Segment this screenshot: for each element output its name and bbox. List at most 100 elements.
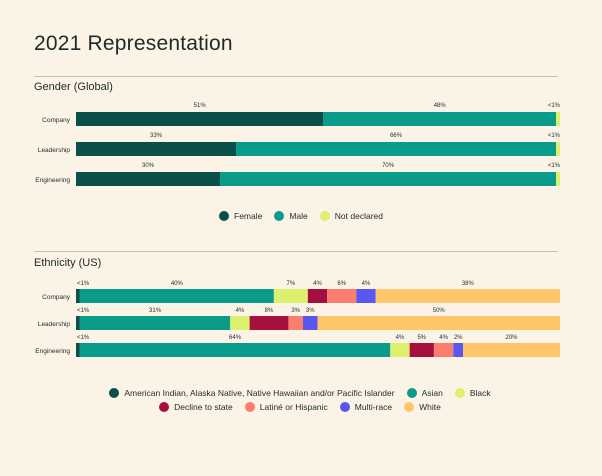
gender-legend-item-not-declared: Not declared	[319, 211, 383, 221]
ethnicity-data-label-leadership-multi-race: 3%	[306, 308, 315, 314]
gender-legend-swatch	[219, 211, 229, 221]
ethnicity-legend-label: Decline to state	[174, 402, 233, 412]
gender-data-label-leadership-male: 66%	[390, 133, 403, 139]
gender-legend-swatch	[319, 211, 330, 221]
gender-category-label-engineering: Engineering	[35, 177, 70, 184]
ethnicity-legend-item-american-indian-alaska-native-native-hawaiian-and-or-pacific-islander: American Indian, Alaska Native, Native H…	[109, 388, 395, 398]
ethnicity-data-label-company-black: 7%	[287, 281, 296, 287]
ethnicity-data-label-leadership-white: 50%	[433, 308, 446, 314]
ethnicity-data-label-company-asian: 40%	[171, 281, 184, 287]
ethnicity-legend-item-black: Black	[454, 388, 491, 398]
ethnicity-legend-swatch	[406, 388, 417, 398]
ethnicity-bar-engineering-decline-to-state	[409, 343, 434, 357]
ethnicity-bar-company-black	[273, 289, 308, 303]
ethnicity-bar-company-decline-to-state	[307, 289, 328, 303]
gender-legend-label: Male	[289, 211, 308, 221]
gender-data-label-engineering-not-declared: <1%	[548, 163, 561, 169]
gender-category-label-leadership: Leadership	[38, 147, 71, 154]
ethnicity-legend-swatch	[244, 402, 255, 412]
ethnicity-bar-leadership-black	[230, 316, 250, 330]
gender-bar-company-male	[323, 112, 557, 126]
ethnicity-data-label-company-white: 38%	[462, 281, 475, 287]
divider-ethnicity	[34, 251, 558, 252]
ethnicity-data-label-engineering-american-indian-alaska-native-native-hawaiian-and-or-pacific-islander: <1%	[77, 335, 90, 341]
gender-legend: Female Male Not declared	[0, 211, 602, 221]
gender-chart: Company 51% 48% <1% Leadership 33% 66% <1% Engin…	[35, 103, 561, 186]
gender-bar-engineering-male	[220, 172, 557, 186]
ethnicity-legend-label: Latiné or Hispanic	[259, 402, 328, 412]
ethnicity-legend-label: American Indian, Alaska Native, Native H…	[124, 388, 395, 398]
ethnicity-legend-item-asian: Asian	[406, 388, 443, 398]
ethnicity-legend-item-latin-or-hispanic: Latiné or Hispanic	[244, 402, 328, 412]
gender-bar-leadership-not-declared	[556, 142, 560, 156]
gender-bar-engineering-female	[76, 172, 221, 186]
ethnicity-bar-engineering-multi-race	[453, 343, 464, 357]
ethnicity-data-label-engineering-decline-to-state: 5%	[417, 335, 426, 341]
ethnicity-bar-company-asian	[79, 289, 274, 303]
ethnicity-bar-leadership-decline-to-state	[249, 316, 289, 330]
gender-legend-item-female: Female	[219, 211, 262, 221]
ethnicity-legend-swatch	[159, 402, 170, 412]
ethnicity-legend-label: Black	[469, 388, 491, 398]
ethnicity-category-label-company: Company	[42, 294, 71, 301]
ethnicity-legend-label: Multi-race	[354, 402, 393, 412]
ethnicity-bar-company-latin-or-hispanic	[327, 289, 357, 303]
gender-chart-title: Gender (Global)	[34, 81, 113, 93]
ethnicity-data-label-company-american-indian-alaska-native-native-hawaiian-and-or-pacific-islander: <1%	[77, 281, 90, 287]
ethnicity-bar-leadership-white	[317, 316, 560, 330]
ethnicity-bar-leadership-latin-or-hispanic	[288, 316, 303, 330]
ethnicity-legend-swatch	[339, 402, 350, 412]
gender-data-label-leadership-female: 33%	[150, 133, 163, 139]
gender-data-label-leadership-not-declared: <1%	[548, 133, 561, 139]
ethnicity-data-label-company-latin-or-hispanic: 6%	[337, 281, 346, 287]
ethnicity-data-label-company-multi-race: 4%	[362, 281, 371, 287]
gender-bar-company-not-declared	[556, 112, 560, 126]
gender-bar-leadership-male	[236, 142, 557, 156]
ethnicity-category-label-engineering: Engineering	[35, 348, 70, 355]
gender-legend-label: Female	[234, 211, 263, 221]
ethnicity-category-label-leadership: Leadership	[38, 321, 71, 328]
ethnicity-bar-engineering-american-indian-alaska-native-native-hawaiian-and-or-pacific-islander	[76, 343, 80, 357]
ethnicity-bar-company-american-indian-alaska-native-native-hawaiian-and-or-pacific-islander	[76, 289, 80, 303]
gender-data-label-company-female: 51%	[194, 103, 207, 109]
ethnicity-data-label-engineering-latin-or-hispanic: 4%	[439, 335, 448, 341]
ethnicity-legend-label: White	[419, 402, 441, 412]
ethnicity-data-label-leadership-asian: 31%	[149, 308, 162, 314]
gender-bar-engineering-not-declared	[556, 172, 560, 186]
ethnicity-legend-swatch	[109, 388, 120, 398]
ethnicity-bar-leadership-multi-race	[302, 316, 318, 330]
ethnicity-bar-engineering-black	[390, 343, 410, 357]
ethnicity-legend-item-white: White	[404, 402, 441, 412]
ethnicity-data-label-leadership-latin-or-hispanic: 3%	[291, 308, 300, 314]
gender-bar-company-female	[76, 112, 324, 126]
ethnicity-chart: Company <1% 40% 7% 4% 6% 4% 38% Leadership <1% 31%…	[35, 281, 560, 357]
ethnicity-data-label-engineering-asian: 64%	[229, 335, 242, 341]
ethnicity-bar-company-white	[375, 289, 560, 303]
ethnicity-bar-engineering-latin-or-hispanic	[433, 343, 454, 357]
ethnicity-bar-leadership-american-indian-alaska-native-native-hawaiian-and-or-pacific-islander	[76, 316, 80, 330]
ethnicity-legend-item-decline-to-state: Decline to state	[159, 402, 233, 412]
divider-gender	[34, 76, 558, 77]
ethnicity-bar-engineering-white	[463, 343, 560, 357]
gender-legend-swatch	[274, 211, 285, 221]
ethnicity-data-label-leadership-american-indian-alaska-native-native-hawaiian-and-or-pacific-islander: <1%	[77, 308, 90, 314]
gender-category-label-company: Company	[42, 117, 71, 124]
gender-data-label-company-not-declared: <1%	[548, 103, 561, 109]
ethnicity-legend-item-multi-race: Multi-race	[339, 402, 393, 412]
ethnicity-data-label-engineering-black: 4%	[396, 335, 405, 341]
ethnicity-data-label-leadership-decline-to-state: 8%	[265, 308, 274, 314]
ethnicity-bar-company-multi-race	[356, 289, 376, 303]
gender-legend-item-male: Male	[274, 211, 308, 221]
ethnicity-legend: American Indian, Alaska Native, Native H…	[70, 388, 530, 412]
ethnicity-chart-title: Ethnicity (US)	[34, 257, 102, 269]
ethnicity-data-label-engineering-multi-race: 2%	[454, 335, 463, 341]
ethnicity-data-label-company-decline-to-state: 4%	[313, 281, 322, 287]
gender-data-label-company-male: 48%	[434, 103, 447, 109]
ethnicity-data-label-leadership-black: 4%	[236, 308, 245, 314]
page-title: 2021 Representation	[34, 32, 233, 55]
gender-data-label-engineering-female: 30%	[142, 163, 155, 169]
ethnicity-bar-engineering-asian	[79, 343, 391, 357]
ethnicity-data-label-engineering-white: 20%	[505, 335, 518, 341]
gender-bar-leadership-female	[76, 142, 237, 156]
